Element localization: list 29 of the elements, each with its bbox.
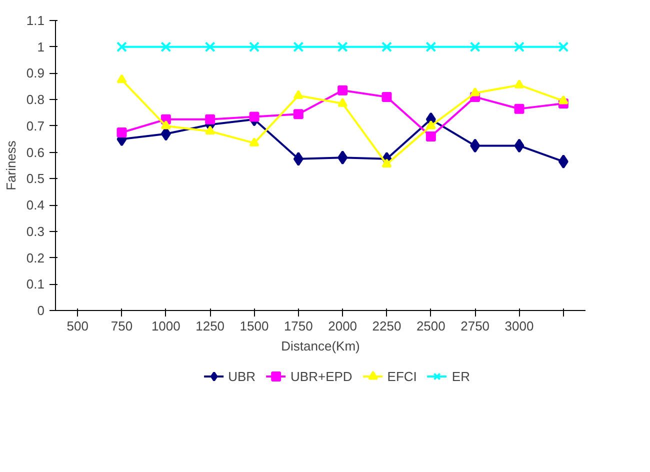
y-tick-label: 0.5	[26, 171, 45, 186]
legend-label: EFCI	[387, 368, 417, 384]
y-tick-label: 0	[37, 303, 45, 318]
x-tick-label: 2750	[460, 318, 490, 334]
x-tick-label: 750	[110, 318, 133, 334]
y-tick-label: 1	[37, 39, 45, 54]
x-axis-title: Distance(Km)	[281, 338, 360, 354]
x-tick-label: 1750	[284, 318, 313, 334]
y-tick-label: 0.7	[26, 118, 45, 134]
y-tick-label: 0.4	[26, 198, 45, 213]
x-tick-label: 1000	[151, 318, 180, 334]
x-tick-label: 2250	[372, 318, 402, 334]
x-tick-label: 1250	[196, 318, 225, 334]
x-tick-label: 2500	[416, 318, 446, 334]
x-tick-label: 500	[66, 318, 88, 334]
x-tick-label: 1500	[240, 318, 269, 334]
y-tick-label: 0.9	[26, 66, 45, 81]
y-tick-label: 0.8	[26, 92, 45, 108]
y-axis-title: Fariness	[3, 140, 18, 190]
y-tick-label: 0.1	[26, 276, 45, 292]
legend-label: UBR+EPD	[290, 368, 352, 384]
x-tick-label: 3000	[504, 318, 534, 334]
y-tick-label: 0.2	[26, 250, 45, 266]
legend-label: UBR	[228, 368, 256, 384]
y-tick-label: 0.6	[26, 144, 45, 160]
legend-label: ER	[452, 368, 471, 384]
y-tick-label: 0.3	[26, 224, 45, 239]
y-tick-label: 1.1	[26, 13, 45, 28]
x-tick-label: 2000	[328, 318, 358, 334]
